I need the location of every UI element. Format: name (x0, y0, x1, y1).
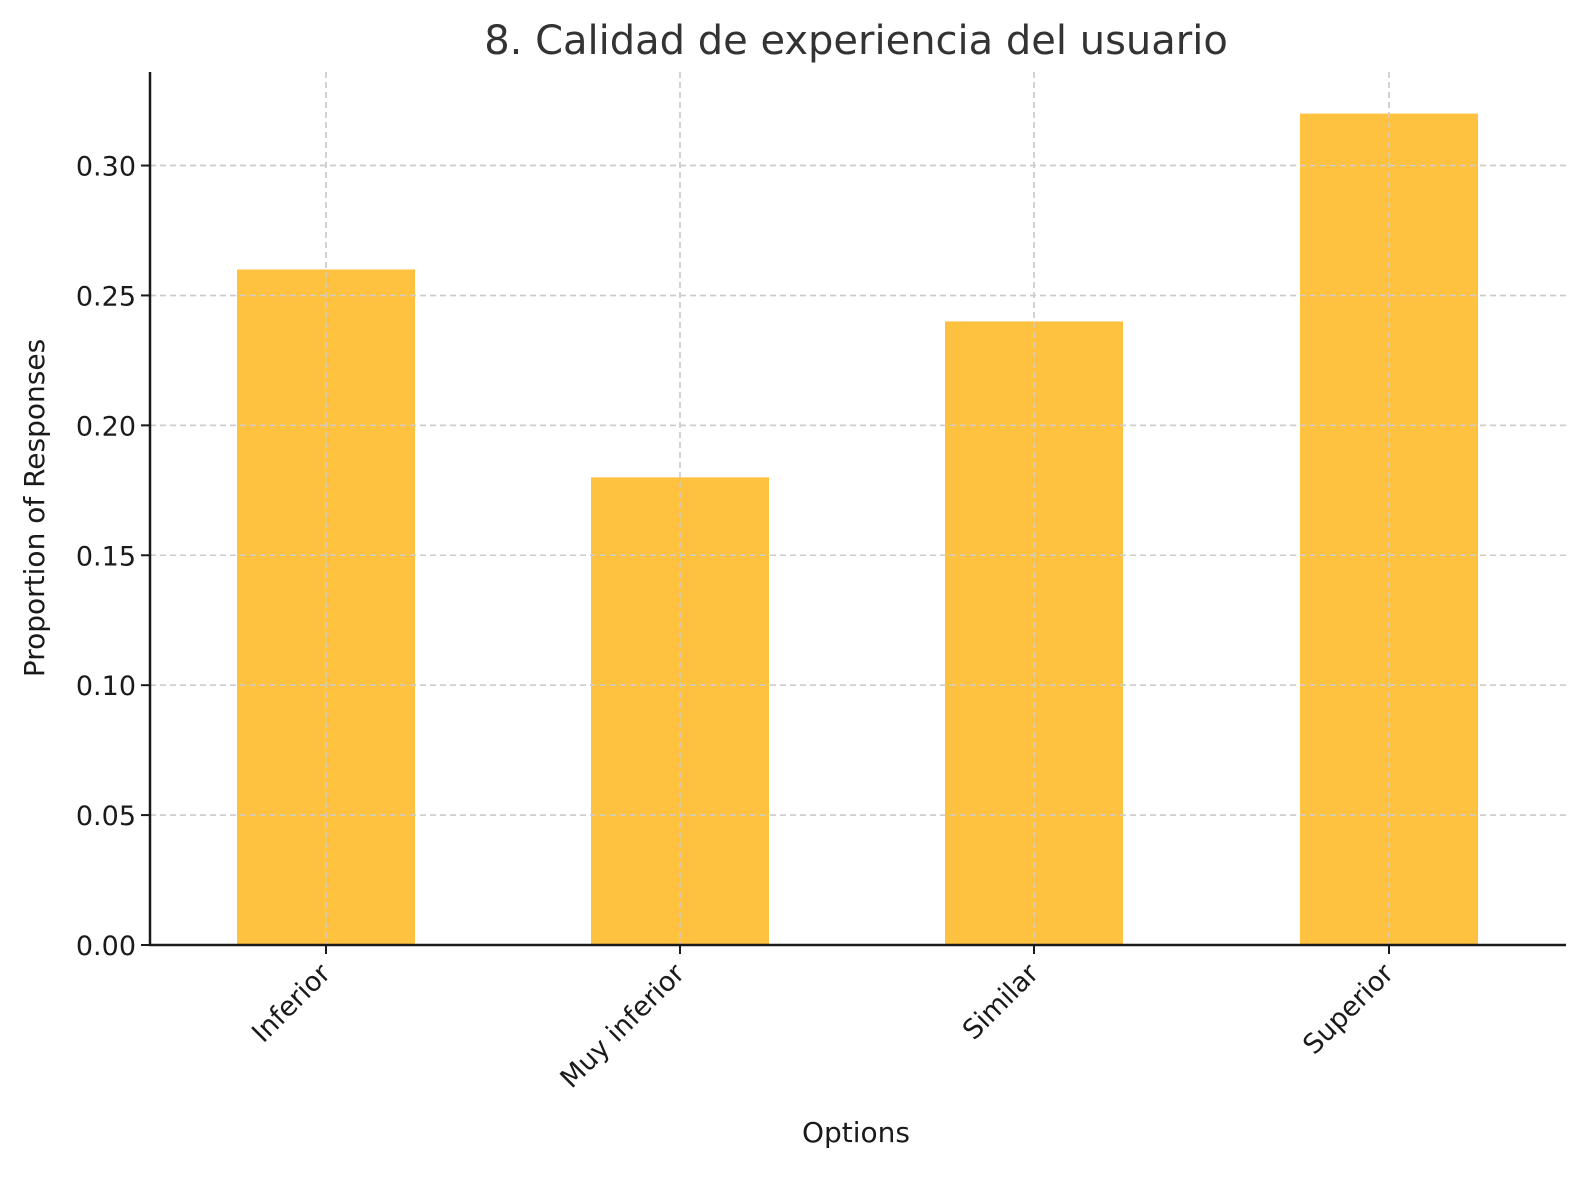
y-tick-label: 0.20 (76, 411, 136, 442)
bar-superior (1300, 113, 1478, 946)
y-tick-label: 0.30 (76, 152, 136, 183)
y-tick-label: 0.10 (76, 671, 136, 702)
y-tick-label: 0.00 (76, 931, 136, 962)
y-tick-label: 0.25 (76, 281, 136, 312)
x-tick-label: Inferior (246, 957, 337, 1048)
x-axis-label: Options (802, 1116, 910, 1149)
bars-layer (150, 72, 1566, 946)
y-axis-label: Proportion of Responses (18, 339, 51, 677)
y-tick-label: 0.05 (76, 801, 136, 832)
x-tick-label: Muy inferior (555, 957, 692, 1094)
chart-title: 8. Calidad de experiencia del usuario (484, 18, 1228, 64)
axes-layer (141, 72, 1566, 954)
x-tick-label: Superior (1297, 957, 1400, 1060)
x-tick-label: Similar (957, 957, 1046, 1046)
y-tick-label: 0.15 (76, 541, 136, 572)
